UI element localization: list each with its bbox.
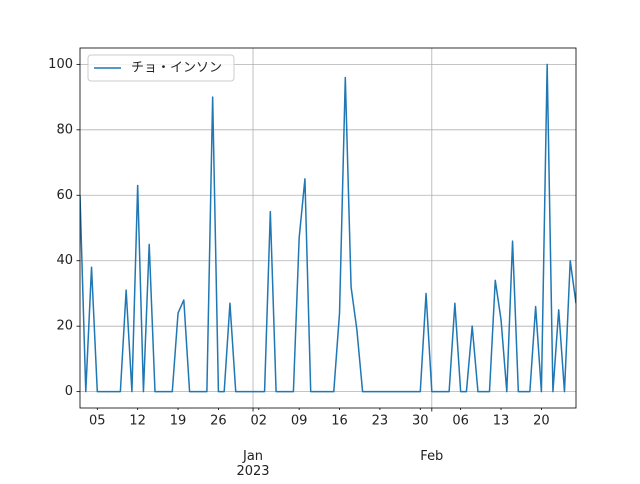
legend-label: チョ・インソン: [131, 61, 222, 76]
x-tick-label: 06: [452, 414, 469, 429]
x-tick-label: 09: [291, 414, 308, 429]
x-tick-label: 05: [89, 414, 106, 429]
plot-frame: [79, 47, 577, 409]
x-major-tick-label: Feb: [420, 449, 443, 464]
x-major-tick-label: Jan 2023: [236, 449, 269, 479]
x-tick-label: 30: [412, 414, 429, 429]
y-tick-label: 20: [56, 319, 73, 334]
x-tick-label: 02: [251, 414, 268, 429]
x-tick-label: 19: [170, 414, 187, 429]
y-tick-label: 100: [48, 57, 73, 72]
y-tick-label: 0: [65, 384, 73, 399]
x-tick-label: 23: [372, 414, 389, 429]
x-tick-label: 12: [129, 414, 146, 429]
x-tick-label: 13: [493, 414, 510, 429]
legend-box: [87, 54, 235, 82]
x-tick-label: 16: [331, 414, 348, 429]
y-tick-label: 80: [56, 122, 73, 137]
y-tick-label: 40: [56, 253, 73, 268]
x-tick-label: 26: [210, 414, 227, 429]
data-line: [80, 63, 576, 393]
x-tick-label: 20: [533, 414, 550, 429]
y-tick-label: 60: [56, 188, 73, 203]
